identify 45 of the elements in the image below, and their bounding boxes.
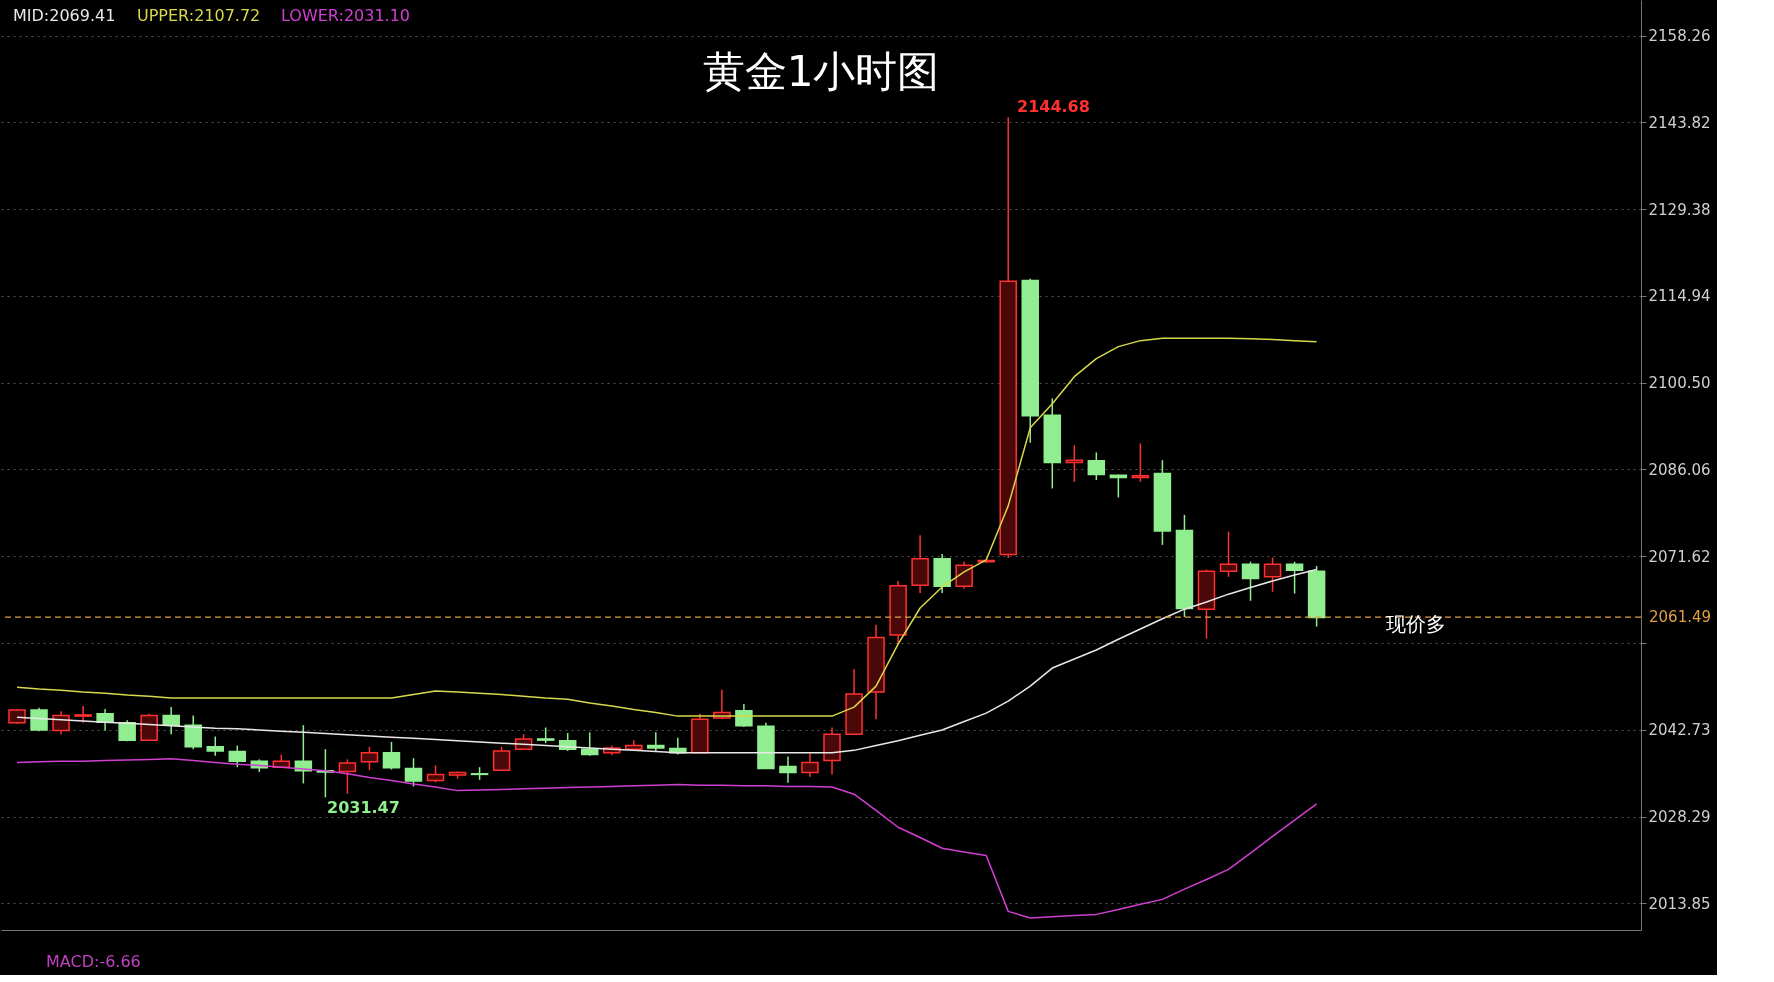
candlestick xyxy=(492,746,511,771)
candlestick xyxy=(1109,473,1128,499)
candlestick xyxy=(404,757,423,788)
y-tick-label: 2071.62 xyxy=(1648,547,1711,566)
y-tick-label: 2100.50 xyxy=(1648,374,1711,393)
candlestick xyxy=(580,731,599,757)
y-tick-label: 2158.26 xyxy=(1648,27,1711,46)
candlestick xyxy=(228,744,247,768)
candlestick xyxy=(1241,560,1260,602)
candlestick xyxy=(360,746,379,771)
annotation: MID:2069.41 xyxy=(13,6,116,25)
candlestick xyxy=(1219,530,1238,578)
text: 现价多 xyxy=(1386,612,1446,636)
candlestick xyxy=(647,731,665,753)
candlestick xyxy=(801,752,819,778)
y-tick-label: 2028.29 xyxy=(1648,808,1711,827)
candlestick xyxy=(1263,556,1282,593)
candlestick xyxy=(955,560,973,590)
candlestick xyxy=(382,741,401,771)
line-series xyxy=(16,568,1318,754)
ref-line-label: 2061.49 xyxy=(1649,608,1712,627)
y-tick-label: 2042.73 xyxy=(1648,721,1711,740)
y-tick-label: 2114.94 xyxy=(1648,287,1711,306)
text: 黄金1小时图 xyxy=(702,47,940,96)
y-tick-label: 2129.38 xyxy=(1648,200,1711,219)
candlestick xyxy=(162,706,180,735)
text: MACD:-6.66 xyxy=(46,952,141,971)
candlestick xyxy=(184,714,202,750)
candlestick xyxy=(1087,451,1106,481)
annotation: 2144.68 xyxy=(1017,97,1090,116)
line-series xyxy=(16,758,1318,919)
annotation: UPPER:2107.72 xyxy=(137,6,261,25)
candlestick xyxy=(338,758,357,795)
annotation: LOWER:2031.10 xyxy=(281,6,411,25)
y-tick-label: 2013.85 xyxy=(1648,894,1711,913)
candlestick xyxy=(1285,560,1304,595)
annotation: 2031.47 xyxy=(327,798,400,817)
y-tick-label: 2143.82 xyxy=(1648,113,1711,132)
candlestick xyxy=(779,755,797,784)
candlestick xyxy=(294,724,313,785)
candlestick xyxy=(1065,444,1084,483)
candlestick xyxy=(206,735,225,757)
y-tick-label: 2086.06 xyxy=(1648,460,1711,479)
candlestick xyxy=(1131,442,1150,483)
candlestick xyxy=(74,705,92,724)
